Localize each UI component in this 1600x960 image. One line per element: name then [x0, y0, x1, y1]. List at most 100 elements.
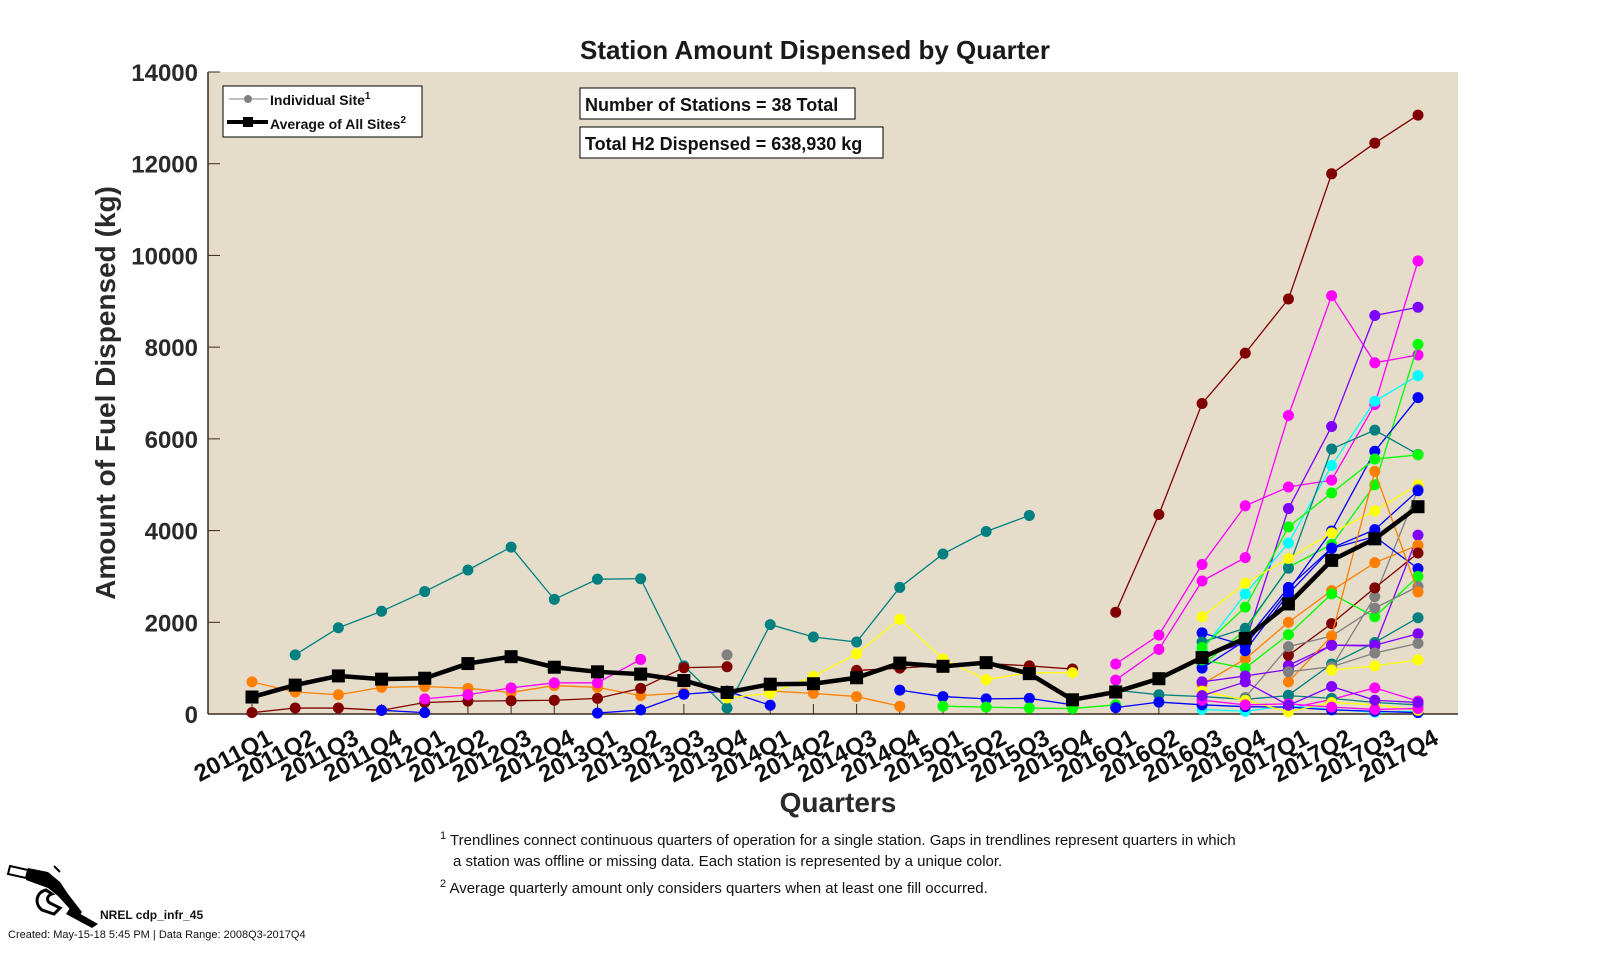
footnote-1-line-2: a station was offline or missing data. E…: [453, 853, 1003, 870]
average-point: [547, 660, 561, 674]
data-point: [591, 692, 603, 704]
data-point: [721, 702, 733, 714]
data-point: [1412, 547, 1424, 559]
logo-label: NREL cdp_infr_45: [100, 908, 204, 922]
data-point: [1239, 653, 1251, 665]
average-point: [1109, 685, 1123, 699]
data-point: [548, 694, 560, 706]
y-tick-label: 10000: [131, 243, 198, 270]
data-point: [1282, 649, 1294, 661]
average-point: [720, 685, 734, 699]
series-line: [1115, 114, 1419, 613]
data-point: [1153, 643, 1165, 655]
y-tick-label: 2000: [145, 610, 198, 637]
data-point: [635, 682, 647, 694]
series-line: [1287, 469, 1419, 683]
series-line: [1288, 617, 1419, 696]
data-point: [1369, 557, 1381, 569]
data-point: [462, 689, 474, 701]
data-point: [807, 687, 819, 699]
data-point: [1196, 575, 1208, 587]
series-line: [1115, 689, 1419, 706]
y-tick-label: 6000: [145, 427, 198, 454]
data-point: [505, 682, 517, 694]
data-point: [591, 707, 603, 719]
data-point: [1412, 301, 1424, 313]
legend-box: [222, 85, 423, 138]
data-point: [1412, 697, 1424, 709]
series-line: [1201, 429, 1419, 643]
series-line: [1115, 260, 1419, 665]
data-point: [1282, 629, 1294, 641]
annotation-station-count: Number of Stations = 38 Total: [579, 87, 856, 120]
series-line: [1288, 642, 1419, 673]
series-line: [1201, 575, 1419, 669]
x-axis-label: Quarters: [780, 787, 897, 818]
y-tick-label: 0: [185, 702, 198, 729]
average-point: [850, 671, 864, 685]
series-site-q: [1196, 449, 1424, 654]
data-point: [332, 689, 344, 701]
data-point: [1282, 690, 1294, 702]
data-point: [1326, 527, 1338, 539]
data-point: [678, 662, 690, 674]
data-point: [1239, 645, 1251, 657]
series-site-h: [937, 699, 1122, 714]
data-point: [937, 700, 949, 712]
series-site-a: [289, 509, 1035, 714]
series-line: [1201, 490, 1419, 669]
data-point: [851, 648, 863, 660]
data-point: [1239, 588, 1251, 600]
footnote-2-line-1: Average quarterly amount only considers …: [449, 880, 988, 897]
series-line: [770, 690, 900, 707]
data-point: [1239, 552, 1251, 564]
data-point: [1412, 563, 1424, 575]
legend-marker-average: [243, 117, 253, 127]
data-point: [1369, 703, 1381, 715]
average-layer: [245, 500, 1425, 707]
average-point: [677, 674, 691, 688]
data-point: [376, 704, 388, 716]
data-point: [937, 691, 949, 703]
data-point: [1196, 398, 1208, 410]
data-point: [1412, 392, 1424, 404]
y-tick-label: 8000: [145, 335, 198, 362]
data-point: [1239, 699, 1251, 711]
average-point: [418, 671, 432, 685]
data-point: [1196, 611, 1208, 623]
legend-entry-individual: Individual Site1: [229, 91, 371, 108]
data-point: [1196, 642, 1208, 654]
data-point: [980, 674, 992, 686]
average-point: [1022, 667, 1036, 681]
data-point: [1369, 453, 1381, 465]
legend: Individual Site1 Average of All Sites2: [222, 85, 423, 138]
series-line: [1201, 375, 1419, 651]
series-site-i: [1110, 109, 1424, 618]
data-point: [851, 691, 863, 703]
data-point: [1326, 542, 1338, 554]
data-point: [1110, 702, 1122, 714]
data-point: [1153, 629, 1165, 641]
data-point: [1282, 293, 1294, 305]
series-site-f: [721, 649, 733, 661]
data-point: [1153, 509, 1165, 521]
data-point: [1326, 680, 1338, 692]
y-tick-label: 4000: [145, 519, 198, 546]
data-point: [635, 704, 647, 716]
data-point: [1412, 449, 1424, 461]
x-tick-labels: 2011Q12011Q22011Q32011Q42012Q12012Q22012…: [190, 724, 1444, 788]
data-point: [980, 693, 992, 705]
data-point: [1326, 630, 1338, 642]
data-point: [462, 564, 474, 576]
chart-title: Station Amount Dispensed by Quarter: [580, 35, 1050, 65]
y-tick-label: 14000: [131, 60, 198, 87]
data-point: [764, 699, 776, 711]
data-point: [1412, 485, 1424, 497]
data-point: [1067, 667, 1079, 679]
legend-entry-average: Average of All Sites2: [227, 115, 406, 132]
data-point: [1326, 639, 1338, 651]
data-point: [1239, 577, 1251, 589]
data-point: [1412, 338, 1424, 350]
data-point: [1369, 611, 1381, 623]
footnote-1-continued: a station was offline or missing data. E…: [453, 853, 1002, 870]
